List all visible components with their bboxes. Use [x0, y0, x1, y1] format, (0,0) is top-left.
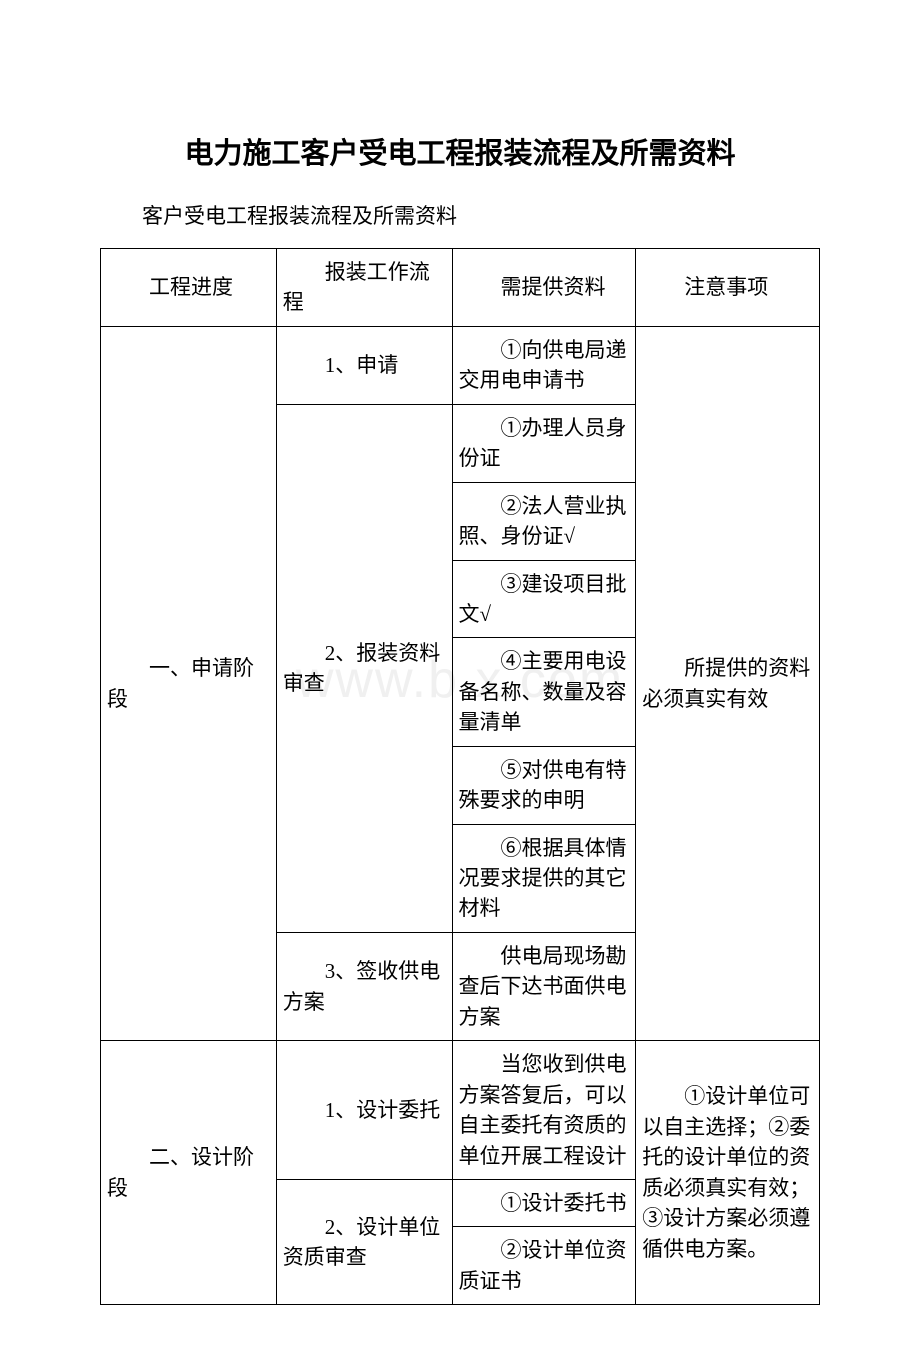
material-cell: ②法人营业执照、身份证√ [452, 482, 636, 560]
note-cell: 所提供的资料必须真实有效 [636, 326, 820, 1040]
header-col2: 报装工作流程 [276, 249, 452, 327]
material-cell: ③建设项目批文√ [452, 560, 636, 638]
process-cell: 2、报装资料审查 [276, 404, 452, 932]
material-cell: ①向供电局递交用电申请书 [452, 326, 636, 404]
table-row: 一、申请阶段 1、申请 ①向供电局递交用电申请书 所提供的资料必须真实有效 [101, 326, 820, 404]
material-cell: ⑤对供电有特殊要求的申明 [452, 746, 636, 824]
header-col4: 注意事项 [636, 249, 820, 327]
material-cell: ②设计单位资质证书 [452, 1227, 636, 1305]
process-cell: 1、设计委托 [276, 1041, 452, 1180]
material-cell: ④主要用电设备名称、数量及容量清单 [452, 638, 636, 746]
material-cell: ⑥根据具体情况要求提供的其它材料 [452, 824, 636, 932]
header-col3: 需提供资料 [452, 249, 636, 327]
process-cell: 1、申请 [276, 326, 452, 404]
page-subtitle: 客户受电工程报装流程及所需资料 [100, 200, 820, 230]
process-cell: 2、设计单位资质审查 [276, 1179, 452, 1304]
note-cell: ①设计单位可以自主选择；②委托的设计单位的资质必须真实有效；③设计方案必须遵循供… [636, 1041, 820, 1305]
stage-cell: 二、设计阶段 [101, 1041, 277, 1305]
material-cell: 供电局现场勘查后下达书面供电方案 [452, 932, 636, 1040]
header-col1: 工程进度 [101, 249, 277, 327]
table-row: 二、设计阶段 1、设计委托 当您收到供电方案答复后，可以自主委托有资质的单位开展… [101, 1041, 820, 1180]
material-cell: 当您收到供电方案答复后，可以自主委托有资质的单位开展工程设计 [452, 1041, 636, 1180]
table-header-row: 工程进度 报装工作流程 需提供资料 注意事项 [101, 249, 820, 327]
page-title: 电力施工客户受电工程报装流程及所需资料 [100, 130, 820, 172]
material-cell: ①设计委托书 [452, 1179, 636, 1226]
material-cell: ①办理人员身份证 [452, 404, 636, 482]
process-cell: 3、签收供电方案 [276, 932, 452, 1040]
process-table: 工程进度 报装工作流程 需提供资料 注意事项 一、申请阶段 1、申请 ①向供电局… [100, 248, 820, 1305]
stage-cell: 一、申请阶段 [101, 326, 277, 1040]
